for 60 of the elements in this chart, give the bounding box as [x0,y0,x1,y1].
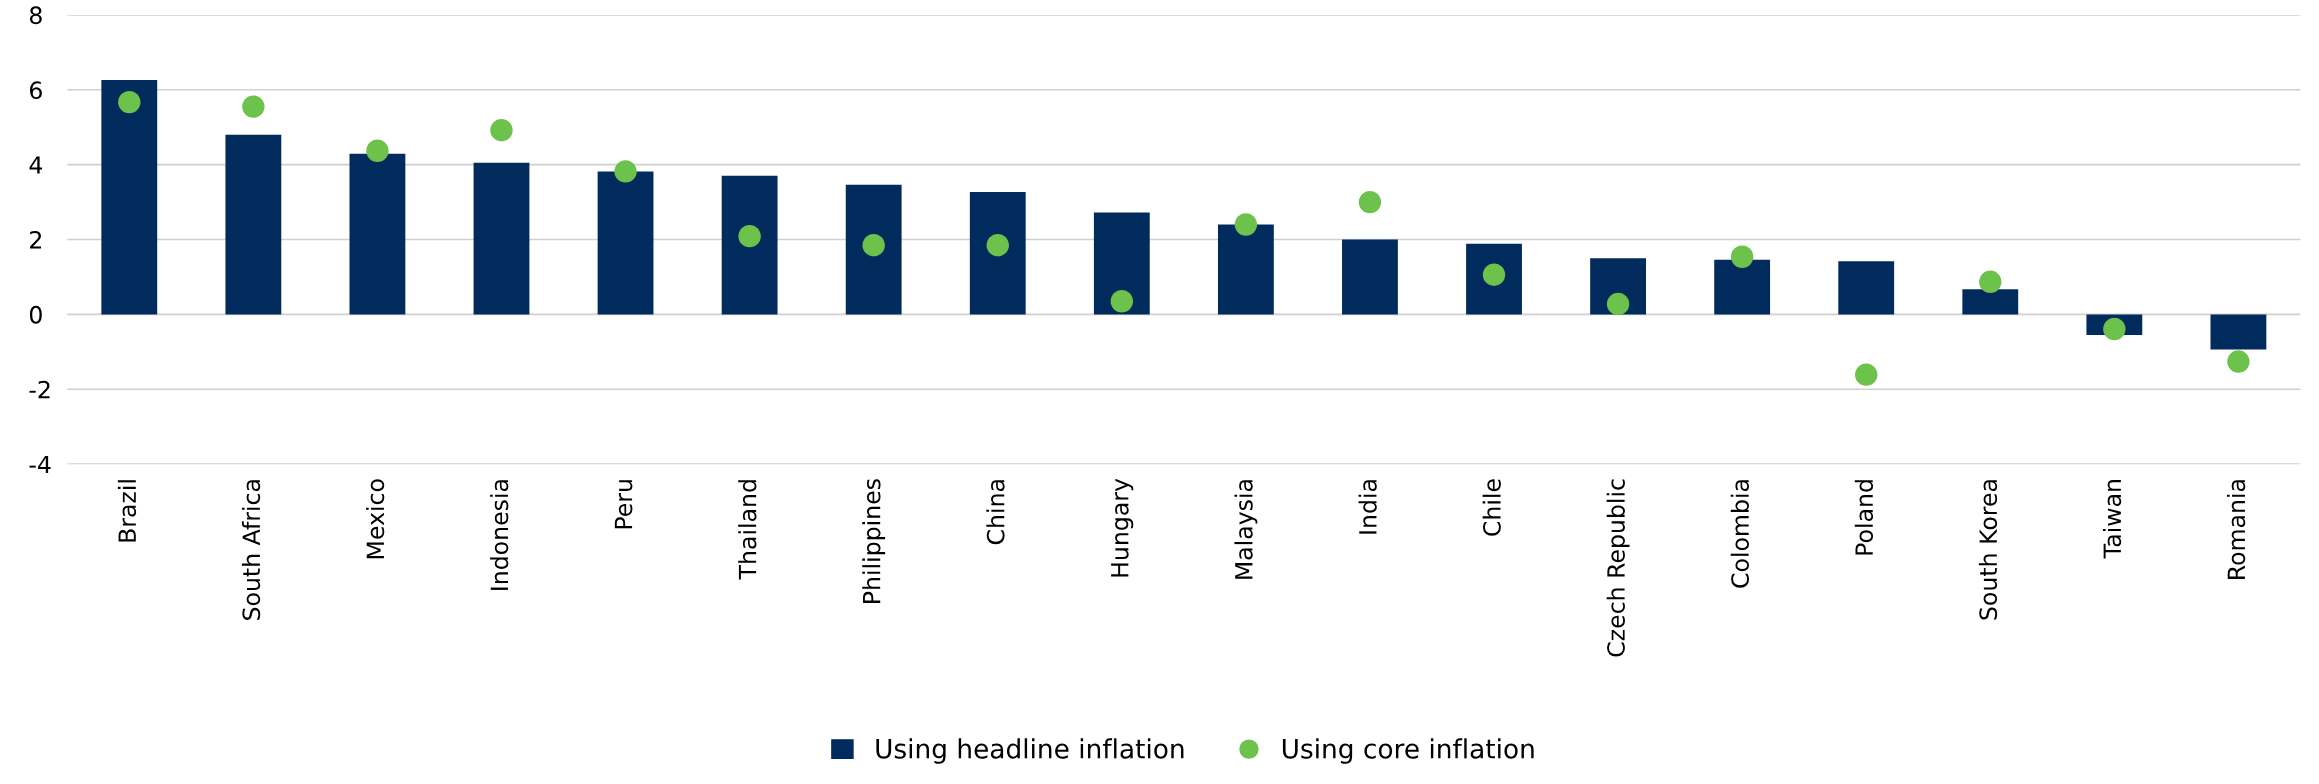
x-tick-label: South Africa [241,480,261,620]
x-tick-label: Hungary [1111,478,1134,577]
point [1110,290,1134,313]
x-tick-label: Colombia [1730,480,1749,588]
bar [721,175,778,315]
x-tick-label: Mexico [365,479,385,559]
y-tick-label: 0 [29,305,42,324]
point [614,160,637,183]
point [366,139,389,162]
bar [225,134,282,315]
x-tick-label: Romania [2226,480,2246,579]
bar [349,153,406,315]
point [862,233,885,257]
x-tick-label: Malaysia [1234,480,1258,579]
x-tick-label: Taiwan [2102,480,2122,559]
bar [1466,243,1522,315]
point [1606,292,1630,316]
bar [1093,212,1150,315]
bar [101,80,158,315]
x-tick-label: South Korea [1978,480,1998,620]
bar [1838,261,1895,315]
legend-label: Using headline inflation [876,738,1184,764]
point [118,90,141,114]
y-tick-label: 4 [29,156,43,174]
bar [845,184,902,315]
x-tick-label: Peru [614,480,633,529]
point [738,224,761,248]
bar [473,162,530,315]
bar [1962,289,2019,315]
y-tick-label: 2 [30,230,42,249]
x-tick-label: Thailand [738,480,757,580]
x-tick-label: China [986,480,1005,545]
y-tick-label: -4 [29,455,51,474]
bar [597,171,654,315]
y-tick-label: -2 [29,380,50,399]
point [1855,363,1878,386]
point [1358,190,1382,214]
y-tick-label: 8 [29,6,42,25]
bar [969,191,1026,315]
point [1979,270,2002,294]
point [1730,245,1754,268]
x-tick-label: Poland [1854,480,1874,555]
point [2227,350,2250,373]
bar [1217,224,1274,315]
bar [1342,239,1398,315]
bar [2210,314,2267,350]
point [490,119,513,142]
x-tick-label: Czech Republic [1606,479,1630,657]
point [242,95,265,118]
y-tick-label: 6 [30,81,42,100]
point [986,233,1009,257]
point [2103,317,2126,341]
x-tick-label: Brazil [117,480,137,542]
x-tick-label: Indonesia [490,480,509,590]
point [1234,213,1258,236]
legend-label: Using core inflation [1282,738,1534,764]
x-tick-label: Chile [1482,479,1501,536]
x-tick-label: Philippines [862,479,886,603]
bar [1714,259,1771,315]
x-tick-label: India [1358,480,1377,534]
